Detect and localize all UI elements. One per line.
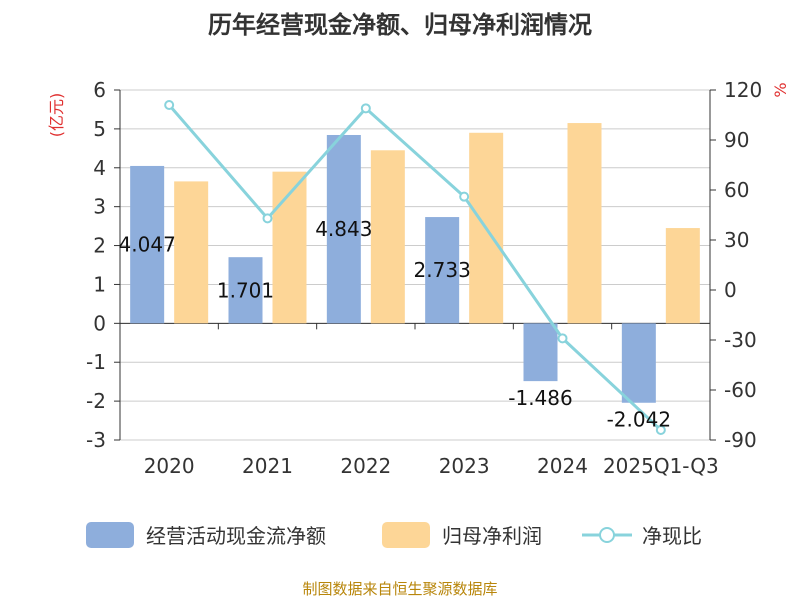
cashflow-bar [621, 323, 656, 403]
data-labels: 4.047 1.701 4.843 2.733 -1.486 -2.042 [119, 217, 672, 432]
cashflow-bar [425, 217, 460, 324]
ratio-point [459, 191, 470, 202]
ratio-point [360, 103, 371, 114]
left-tick-label: 0 [93, 311, 106, 335]
cashflow-data-label: 2.733 [414, 258, 471, 282]
ratio-line-path [168, 104, 662, 432]
legend-swatch-net-profit [382, 522, 430, 548]
legend-swatch-cashflow [86, 522, 134, 548]
cashflow-data-label: 1.701 [217, 278, 274, 302]
right-tick-label: 90 [724, 128, 749, 152]
left-tick-label: 4 [93, 156, 106, 180]
cashflow-data-label: -1.486 [508, 386, 572, 410]
net-profit-bar [272, 171, 307, 324]
cashflow-data-label: 4.047 [119, 233, 176, 257]
right-tick-label: -60 [724, 378, 757, 402]
source-note: 制图数据来自恒生聚源数据库 [302, 580, 497, 598]
cashflow-bar [130, 165, 165, 324]
right-tick-label: -30 [724, 328, 757, 352]
category-label: 2025Q1-Q3 [603, 454, 719, 478]
category-label: 2022 [340, 454, 391, 478]
net-profit-bar [567, 123, 602, 324]
right-tick-label: 120 [724, 78, 762, 102]
cashflow-data-label: -2.042 [607, 408, 671, 432]
left-tick-label: -3 [86, 428, 106, 452]
ratio-point [655, 425, 666, 435]
left-tick-label: 1 [93, 272, 106, 296]
right-tick-label: 30 [724, 228, 749, 252]
legend: 经营活动现金流净额 归母净利润 净现比 [86, 522, 702, 548]
left-tick-label: 6 [93, 78, 106, 102]
left-axis-label: (亿元) [47, 93, 66, 138]
net-profit-bar [665, 228, 700, 324]
left-tick-label: 2 [93, 234, 106, 258]
right-axis-label: % [771, 82, 790, 97]
right-tick-label: 60 [724, 178, 749, 202]
category-label: 2020 [144, 454, 195, 478]
left-tick-label: 5 [93, 117, 106, 141]
legend-marker-ratio [599, 527, 615, 543]
legend-label-ratio: 净现比 [642, 524, 702, 548]
axes: -3 -2 -1 0 1 2 3 4 5 6 -90 -60 -30 0 30 60 90 120 2020 2021… [86, 78, 762, 478]
ratio-point [262, 213, 273, 224]
ratio-point [164, 100, 175, 110]
category-label: 2024 [537, 454, 588, 478]
category-label: 2023 [439, 454, 490, 478]
cashflow-bar [523, 323, 558, 382]
left-tick-label: -1 [86, 350, 106, 374]
right-tick-label: 0 [724, 278, 737, 302]
chart-title: 历年经营现金净额、归母净利润情况 [208, 11, 592, 39]
legend-label-cashflow: 经营活动现金流净额 [146, 524, 326, 548]
bars [130, 123, 700, 403]
cashflow-data-label: 4.843 [315, 217, 372, 241]
left-tick-label: -2 [86, 389, 106, 413]
ratio-line [164, 100, 666, 435]
right-tick-label: -90 [724, 428, 757, 452]
net-profit-bar [370, 150, 405, 324]
cashflow-bar [326, 134, 361, 324]
legend-label-net-profit: 归母净利润 [442, 524, 542, 548]
net-profit-bar [174, 181, 209, 324]
ratio-point [557, 333, 568, 344]
cashflow-bar [228, 257, 263, 324]
category-label: 2021 [242, 454, 293, 478]
left-tick-label: 3 [93, 195, 106, 219]
